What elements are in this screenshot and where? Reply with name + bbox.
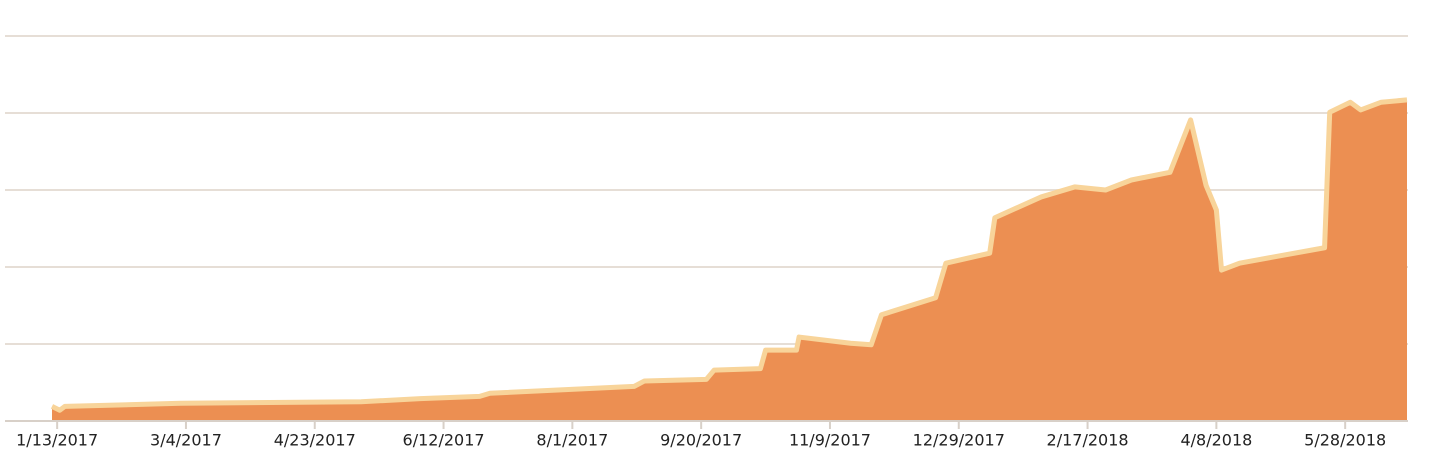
x-tick-label: 4/8/2018 (1180, 431, 1252, 450)
x-tick-label: 4/23/2017 (274, 431, 356, 450)
x-tick-label: 6/12/2017 (403, 431, 485, 450)
x-tick-label: 5/28/2018 (1304, 431, 1386, 450)
x-tick-label: 9/20/2017 (660, 431, 742, 450)
x-tick-label: 3/4/2017 (150, 431, 222, 450)
area (52, 99, 1407, 421)
x-tick-label: 11/9/2017 (789, 431, 871, 450)
area-line (50, 97, 1408, 413)
x-tick-label: 1/13/2017 (16, 431, 98, 450)
x-tick-label: 2/17/2018 (1047, 431, 1129, 450)
x-tick-label: 8/1/2017 (536, 431, 608, 450)
x-tick-label: 12/29/2017 (913, 431, 1005, 450)
